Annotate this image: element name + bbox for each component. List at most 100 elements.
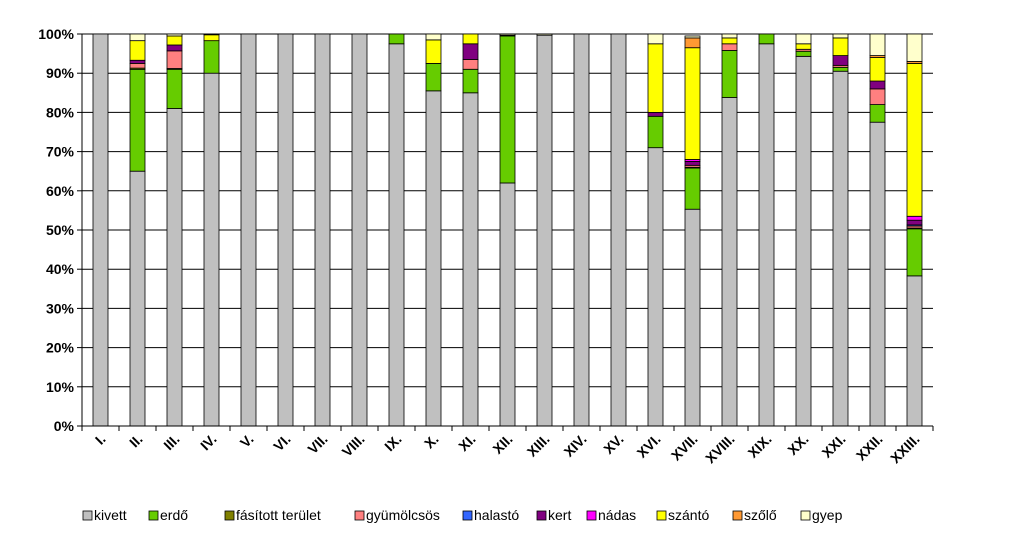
y-tick-label: 90% [46,65,75,81]
bar-segment-gyep [684,35,701,39]
bar-segment-kivett [684,208,701,427]
bar-segment-gyümölcsös [129,63,146,69]
bar-segment-kivett [277,33,294,427]
legend-item-kivett: kivett [82,507,127,523]
bar-segment-kivett [351,33,368,427]
legend: kivett erdő fásított terület gyümölcsös hala… [82,507,843,523]
bar-segment-erdő [684,167,701,210]
legend-label: kert [548,507,571,523]
x-category-label: XII. [489,431,515,457]
bar-segment-erdő [388,33,405,45]
x-category-label: XXIII. [887,431,923,467]
legend-item-fásított-terület: fásított terület [224,507,321,523]
x-category-label: VIII. [339,431,368,460]
x-category-label: IX. [381,431,404,454]
x-category-label: XIII. [524,431,553,460]
bar-segment-szántó [684,47,701,160]
x-category-label: V. [237,431,257,451]
x-axis-category-labels: I. II. III. IV. V. VI. VII. VIII. IX. X. XI. XII. XI… [92,431,923,467]
bar-segment-kivett [499,182,516,427]
legend-label: halastó [474,507,519,523]
legend-swatch [586,510,597,521]
legend-item-gyep: gyep [800,507,843,523]
bar-segment-kivett [832,70,849,427]
bar-segment-szántó [832,37,849,56]
bar-segment-kivett [795,55,812,427]
bar-segment-gyep [832,33,849,39]
bar-segment-nádas [906,215,923,221]
legend-swatch [732,510,743,521]
x-category-label: III. [160,431,182,453]
bar-segment-kert [129,59,146,64]
bar-segment-kivett [906,275,923,427]
bar-segment-erdő [906,228,923,277]
bar-segment-gyep [647,33,664,45]
bar-segment-gyep [795,33,812,45]
bar-segment-kivett [462,92,479,427]
bar-segment-szántó [166,35,183,46]
bar-segment-gyümölcsös [869,88,886,105]
bar-segment-szántó [906,63,923,217]
bar-segment-gyümölcsös [166,50,183,69]
legend-label: kivett [94,507,127,523]
y-tick-label: 40% [46,261,75,277]
bar-segment-kivett [758,43,775,427]
bar-segment-kivett [536,34,553,427]
y-axis-tick-labels: 0% 10% 20% 30% 40% 50% 60% 70% 80% 90% 100% [38,26,74,434]
bar-segment-gyep [129,33,146,42]
bar-segment-erdő [499,35,516,184]
x-category-label: XIV. [561,431,590,460]
bar-segment-erdő [166,68,183,109]
y-tick-label: 100% [38,26,74,42]
legend-swatch [82,510,93,521]
bar-segment-gyep [721,33,738,39]
bar-segment-szántó [203,34,220,42]
bar-segment-szántó [425,39,442,64]
legend-swatch [224,510,235,521]
x-category-label: XXI. [819,431,849,461]
bar-segment-erdő [129,68,146,172]
bar-segment-kivett [129,170,146,427]
legend-item-erdő: erdő [148,507,188,523]
legend-label: erdő [160,507,188,523]
bars [92,33,923,427]
bar-segment-szántó [129,40,146,61]
y-tick-label: 50% [46,222,75,238]
bar-segment-erdő [425,63,442,92]
legend-item-nádas: nádas [586,507,636,523]
bar-segment-erdő [832,66,849,72]
bar-segment-gyep [166,33,183,37]
y-tick-label: 0% [54,418,75,434]
y-tick-label: 10% [46,379,75,395]
bar-segment-kivett [203,72,220,427]
bar-segment-kivett [240,33,257,427]
legend-label: gyep [812,507,843,523]
bar-segment-kivett [388,43,405,427]
x-category-label: XVI. [634,431,664,461]
x-category-label: XV. [600,431,626,457]
legend-swatch [354,510,365,521]
x-category-label: XVII. [668,431,701,464]
bar-segment-gyümölcsös [721,43,738,51]
legend-swatch [536,510,547,521]
legend-label: szántó [668,507,709,523]
x-category-label: XI. [455,431,478,454]
bar-segment-szántó [721,37,738,45]
y-tick-label: 70% [46,144,75,160]
bar-segment-kivett [721,97,738,427]
bar-segment-erdő [758,33,775,45]
x-category-label: I. [92,431,109,448]
bar-segment-gyümölcsös [462,59,479,70]
legend-item-szőlő: szőlő [732,507,777,523]
bar-segment-kert [462,43,479,60]
y-tick-label: 30% [46,300,75,316]
legend-label: gyümölcsös [366,507,440,523]
bar-segment-kivett [166,108,183,427]
legend-swatch [800,510,811,521]
x-category-label: XX. [784,431,811,458]
legend-item-kert: kert [536,507,571,523]
x-category-label: VII. [304,431,330,457]
bar-segment-gyep [203,33,220,36]
bar-segment-kivett [869,121,886,427]
